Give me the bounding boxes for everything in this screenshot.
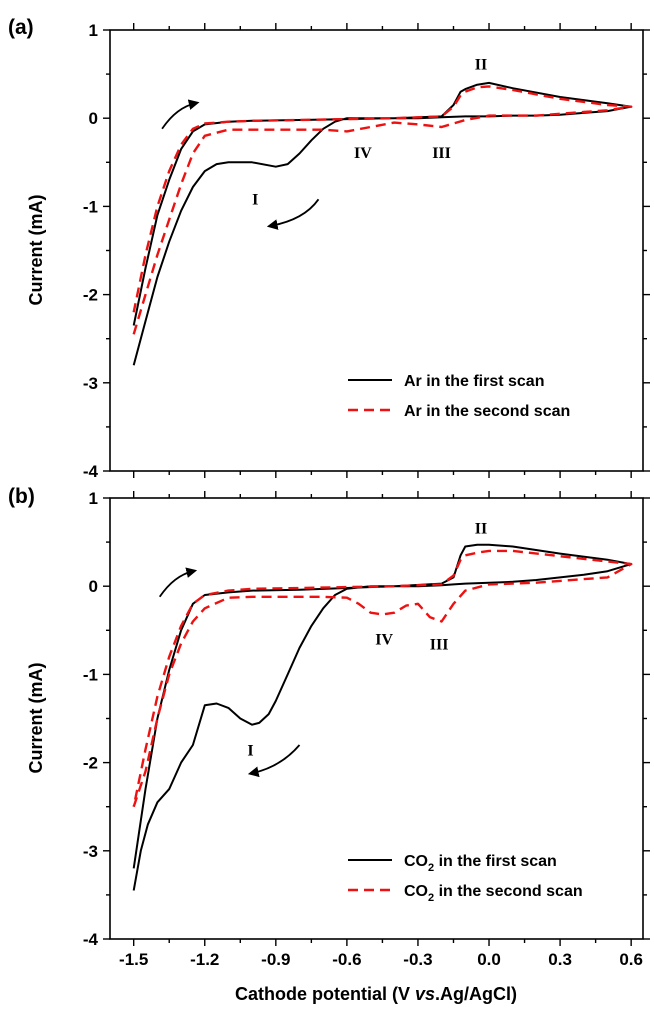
series-line-first-scan <box>132 543 633 891</box>
panel-label-a: (a) <box>8 16 34 39</box>
y-tick-label: 1 <box>89 489 98 508</box>
peak-label-II: II <box>475 57 487 74</box>
legend-label-second-scan: Ar in the second scan <box>404 403 570 420</box>
y-tick-label: 1 <box>89 21 98 40</box>
panel-label-b: (b) <box>8 485 35 508</box>
y-tick-label: -3 <box>83 842 98 861</box>
x-tick-label: 0.0 <box>477 950 501 969</box>
x-axis-title-italic: vs <box>415 984 435 1004</box>
peak-label-IV: IV <box>375 631 393 648</box>
y-tick-label: -4 <box>83 930 99 949</box>
peak-label-I: I <box>247 743 253 760</box>
peak-label-I: I <box>252 192 258 209</box>
y-axis-a: -4 -3 -2 -1 0 1 <box>83 21 650 481</box>
x-axis-title: Cathode potential (V vs.Ag/AgCl) <box>235 984 517 1004</box>
x-tick-label: -0.6 <box>332 950 361 969</box>
x-tick-label: 0.3 <box>548 950 572 969</box>
x-axis-b: -1.5 -1.2 -0.9 -0.6 -0.3 0.0 0.3 0.6 <box>119 491 643 969</box>
y-tick-label: 0 <box>89 109 98 128</box>
x-axis-title-part-1: Cathode potential (V <box>235 984 415 1004</box>
y-tick-label: -2 <box>83 754 98 773</box>
x-tick-label: -1.2 <box>190 950 219 969</box>
legend-label-first-scan: CO2 in the first scan <box>404 853 557 874</box>
series-line-second-scan <box>132 549 633 808</box>
x-tick-label: -1.5 <box>119 950 148 969</box>
y-axis-b: -4 -3 -2 -1 0 1 <box>83 489 650 949</box>
legend-label-second-scan: CO2 in the second scan <box>404 883 583 904</box>
y-tick-label: -1 <box>83 665 98 684</box>
y-tick-label: 0 <box>89 577 98 596</box>
scan-direction-arrow-reverse <box>266 198 320 230</box>
peak-label-II: II <box>475 520 487 537</box>
x-tick-label: 0.6 <box>619 950 643 969</box>
legend-b: CO2 in the first scan CO2 in the second s… <box>348 853 583 904</box>
y-tick-label: -4 <box>83 462 99 481</box>
x-tick-label: -0.9 <box>261 950 290 969</box>
series-line-second-scan <box>132 85 633 335</box>
scan-direction-arrow-forward <box>158 567 198 598</box>
x-tick-label: -0.3 <box>403 950 432 969</box>
peak-label-IV: IV <box>354 145 372 162</box>
peak-label-III: III <box>430 637 449 654</box>
legend-a: Ar in the first scan Ar in the second sca… <box>348 373 570 420</box>
scan-direction-arrow-reverse <box>247 744 301 778</box>
y-axis-title-b: Current (mA) <box>26 662 46 773</box>
y-tick-label: -2 <box>83 286 98 305</box>
y-axis-title-a: Current (mA) <box>26 194 46 305</box>
y-tick-label: -3 <box>83 374 98 393</box>
x-axis-title-part-2: .Ag/AgCl) <box>435 984 517 1004</box>
scan-direction-arrow-forward <box>161 99 200 130</box>
y-tick-label: -1 <box>83 197 98 216</box>
plot-frame-b <box>109 497 644 940</box>
peak-label-III: III <box>432 145 451 162</box>
legend-label-first-scan: Ar in the first scan <box>404 373 544 390</box>
